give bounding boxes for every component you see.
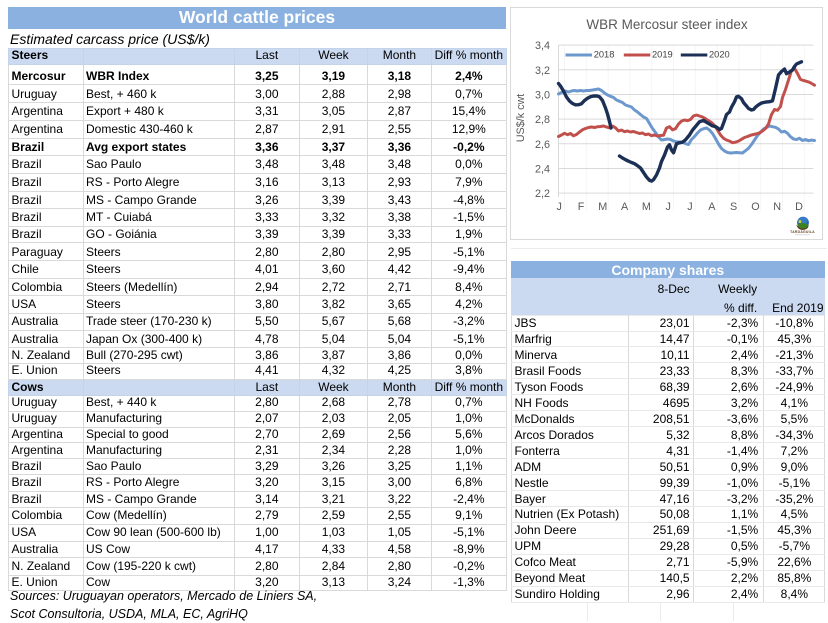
svg-text:2019: 2019 [652,49,673,59]
svg-text:F: F [577,201,584,213]
svg-text:2,2: 2,2 [534,188,549,200]
svg-text:N: N [773,201,781,213]
svg-text:A: A [708,201,716,213]
svg-text:TARDAGUILA: TARDAGUILA [790,230,815,234]
svg-text:J: J [687,201,692,213]
svg-text:J: J [556,201,561,213]
svg-text:A: A [620,201,628,213]
svg-text:2,6: 2,6 [534,138,549,150]
svg-text:M: M [598,201,607,213]
svg-text:2020: 2020 [709,49,730,59]
svg-text:S: S [729,201,736,213]
svg-text:O: O [751,201,759,213]
svg-text:J: J [665,201,670,213]
svg-text:2,8: 2,8 [534,114,549,126]
svg-text:2,4: 2,4 [534,163,549,175]
svg-text:WBR Mercosur steer index: WBR Mercosur steer index [586,17,748,32]
svg-text:D: D [795,201,803,213]
svg-text:2018: 2018 [593,49,614,59]
svg-text:3,0: 3,0 [534,89,549,101]
svg-text:3,4: 3,4 [534,40,549,52]
svg-text:3,2: 3,2 [534,64,549,76]
svg-text:US$/k cwt: US$/k cwt [515,93,527,142]
svg-text:M: M [641,201,650,213]
